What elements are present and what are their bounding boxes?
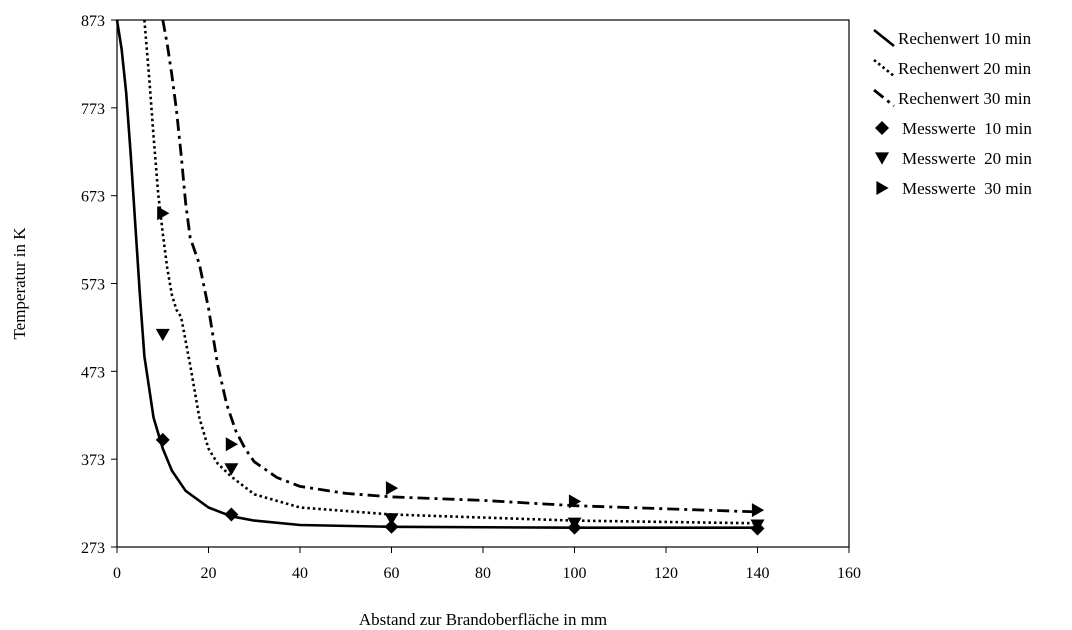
legend-swatch-triangle-right bbox=[876, 181, 889, 195]
series-line-dotted bbox=[143, 19, 758, 525]
y-axis-title: Temperatur in K bbox=[10, 227, 29, 340]
data-point-triangle-right bbox=[225, 437, 239, 452]
legend: Rechenwert 10 min Rechenwert 20 min Rechen… bbox=[873, 28, 1032, 198]
data-point-diamond bbox=[155, 432, 170, 447]
x-axis: 0 20 40 60 80 100 120 140 160 bbox=[113, 547, 861, 582]
y-tick-label: 373 bbox=[81, 452, 105, 469]
x-axis-title: Abstand zur Brandoberfläche in mm bbox=[359, 610, 607, 629]
x-tick-label: 100 bbox=[563, 565, 587, 582]
data-point-triangle-down bbox=[384, 513, 399, 526]
data-point-diamond bbox=[224, 507, 239, 522]
x-tick-label: 140 bbox=[746, 565, 770, 582]
data-point-triangle-down bbox=[567, 517, 582, 530]
data-point-triangle-down bbox=[155, 328, 170, 342]
x-tick-label: 20 bbox=[201, 565, 217, 582]
y-tick-label: 773 bbox=[81, 101, 105, 118]
legend-label: Rechenwert 30 min bbox=[898, 89, 1032, 108]
legend-swatch-triangle-down bbox=[875, 152, 889, 165]
data-point-triangle-right bbox=[751, 503, 765, 518]
legend-label: Messwerte 30 min bbox=[902, 179, 1032, 198]
x-tick-label: 60 bbox=[384, 565, 400, 582]
y-tick-label: 273 bbox=[81, 540, 105, 557]
legend-item: Rechenwert 10 min bbox=[873, 28, 1032, 48]
series-markers bbox=[155, 206, 765, 536]
y-axis: 273 373 473 573 673 773 873 bbox=[81, 13, 117, 557]
legend-item: Messwerte 10 min bbox=[875, 119, 1032, 138]
data-point-triangle-right bbox=[385, 481, 399, 496]
x-tick-label: 80 bbox=[475, 565, 491, 582]
legend-item: Messwerte 20 min bbox=[875, 149, 1032, 168]
plot-area-border bbox=[116, 19, 850, 548]
x-tick-label: 160 bbox=[837, 565, 861, 582]
data-point-diamond bbox=[384, 519, 399, 534]
series-lines bbox=[115, 19, 758, 529]
legend-item: Rechenwert 20 min bbox=[873, 58, 1032, 78]
series-line-solid bbox=[115, 19, 758, 529]
legend-swatch-diamond bbox=[875, 121, 889, 135]
x-tick-label: 0 bbox=[113, 565, 121, 582]
legend-label: Rechenwert 20 min bbox=[898, 59, 1032, 78]
legend-swatch-dotted bbox=[873, 58, 895, 78]
y-tick-label: 673 bbox=[81, 189, 105, 206]
x-tick-label: 120 bbox=[654, 565, 678, 582]
data-point-triangle-down bbox=[224, 463, 239, 476]
y-tick-label: 873 bbox=[81, 13, 105, 30]
plot-frame bbox=[116, 19, 850, 548]
legend-item: Rechenwert 30 min bbox=[873, 88, 1032, 108]
y-tick-label: 473 bbox=[81, 364, 105, 381]
data-point-triangle-down bbox=[750, 519, 765, 532]
x-tick-label: 40 bbox=[292, 565, 308, 582]
data-point-triangle-right bbox=[568, 494, 582, 509]
legend-label: Messwerte 10 min bbox=[902, 119, 1032, 138]
series-line-dash-dot bbox=[161, 19, 758, 514]
legend-swatch-solid bbox=[873, 28, 895, 48]
y-tick-label: 573 bbox=[81, 277, 105, 294]
legend-label: Messwerte 20 min bbox=[902, 149, 1032, 168]
legend-label: Rechenwert 10 min bbox=[898, 29, 1032, 48]
data-point-triangle-right bbox=[157, 206, 170, 221]
legend-swatch-dash-dot bbox=[873, 88, 895, 108]
legend-item: Messwerte 30 min bbox=[876, 179, 1032, 198]
